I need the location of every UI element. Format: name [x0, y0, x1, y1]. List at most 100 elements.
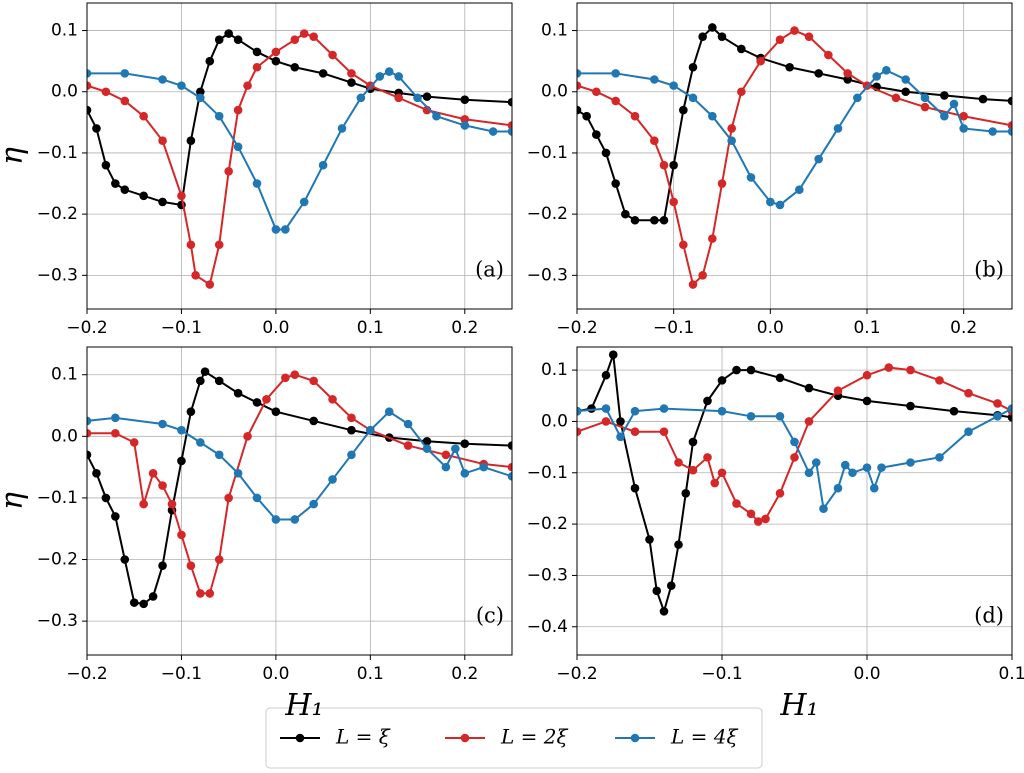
data-point — [811, 458, 821, 467]
data-point — [158, 561, 167, 570]
data-point — [785, 62, 794, 72]
data-point — [196, 87, 205, 97]
data-point — [790, 437, 799, 447]
data-point — [139, 111, 148, 121]
data-point — [891, 93, 901, 103]
data-point — [882, 66, 891, 75]
data-point — [403, 441, 413, 450]
data-point — [592, 87, 601, 97]
data-point — [394, 72, 403, 81]
data-point — [488, 127, 498, 136]
data-point — [158, 75, 167, 84]
data-point — [299, 197, 309, 207]
x-tick-label: −0.1 — [653, 318, 694, 338]
data-point — [101, 493, 111, 503]
data-point — [422, 444, 432, 453]
data-point — [214, 111, 224, 121]
y-tick-label: 0.1 — [51, 365, 78, 385]
y-tick-label: 0.0 — [541, 411, 568, 431]
x-tick-label: −0.2 — [556, 318, 597, 338]
data-point — [366, 425, 375, 435]
data-point — [262, 395, 271, 404]
data-point — [196, 589, 205, 598]
plot-area — [577, 23, 1012, 289]
data-point — [92, 124, 101, 133]
data-point — [814, 154, 823, 164]
data-point — [616, 432, 625, 442]
legend-label: L = 4ξ — [670, 725, 738, 749]
data-point — [710, 478, 720, 488]
data-point — [309, 376, 318, 386]
data-point — [460, 95, 470, 104]
y-tick-label: 0.1 — [51, 21, 78, 41]
data-point — [611, 69, 620, 78]
data-point — [507, 472, 512, 481]
data-point — [804, 32, 814, 41]
data-point — [577, 69, 582, 78]
data-point — [347, 69, 356, 78]
data-point — [592, 130, 601, 139]
series-line — [87, 410, 512, 521]
data-point — [337, 124, 347, 133]
data-point — [717, 376, 727, 385]
data-point — [87, 81, 92, 90]
y-tick-label: −0.2 — [527, 514, 568, 534]
series-line — [87, 373, 512, 595]
data-point — [659, 160, 669, 170]
series-line — [577, 354, 1012, 615]
data-point — [630, 111, 640, 121]
data-point — [328, 395, 337, 404]
data-point — [732, 365, 741, 375]
frame — [576, 2, 1013, 310]
data-point — [1007, 127, 1012, 136]
data-point — [645, 535, 654, 544]
data-point — [949, 99, 959, 109]
data-point — [101, 160, 111, 170]
data-point — [669, 81, 678, 90]
data-point — [243, 81, 252, 90]
data-point — [775, 373, 785, 383]
x-tick-label: 0.0 — [853, 664, 880, 684]
data-point — [309, 416, 318, 426]
panel-label: (c) — [476, 604, 504, 628]
data-point — [214, 450, 224, 460]
data-point — [727, 136, 736, 145]
data-point — [271, 515, 281, 524]
data-point — [290, 35, 300, 45]
data-point — [186, 136, 196, 145]
data-point — [328, 475, 337, 484]
data-point — [111, 428, 120, 438]
data-point — [804, 417, 814, 426]
data-point — [853, 93, 862, 103]
frame — [86, 346, 513, 656]
data-point — [148, 468, 158, 478]
data-point — [205, 280, 215, 289]
data-point — [158, 481, 167, 490]
data-point — [233, 388, 243, 398]
y-tick-label: 0.0 — [51, 426, 78, 446]
data-point — [669, 160, 678, 170]
data-point — [650, 215, 659, 225]
data-point — [775, 489, 785, 498]
data-point — [761, 514, 770, 524]
data-point — [271, 47, 281, 57]
data-point — [422, 92, 432, 101]
series-line — [87, 32, 512, 287]
data-point — [460, 468, 470, 478]
data-point — [196, 93, 205, 103]
data-point — [290, 515, 300, 524]
data-point — [1007, 96, 1012, 106]
frame — [576, 346, 1013, 656]
data-point — [872, 72, 881, 81]
data-point — [669, 197, 678, 207]
data-point — [111, 413, 120, 423]
data-point — [756, 56, 765, 66]
x-tick-label: −0.1 — [161, 664, 202, 684]
data-point — [652, 586, 662, 596]
data-point — [703, 453, 712, 462]
data-point — [790, 453, 799, 462]
data-point — [577, 406, 582, 416]
data-point — [688, 465, 698, 475]
data-point — [698, 271, 707, 280]
data-point — [422, 436, 432, 446]
